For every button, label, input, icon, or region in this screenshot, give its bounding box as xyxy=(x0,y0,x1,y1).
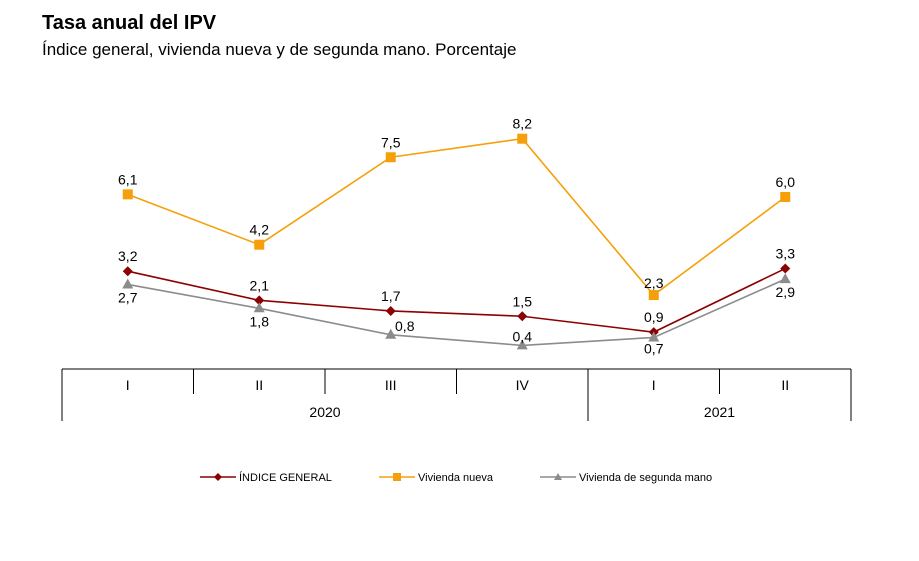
series-indice-general xyxy=(122,263,791,338)
data-label-vivienda-nueva: 4,2 xyxy=(250,222,270,238)
data-point-vivienda-de-segunda-mano xyxy=(516,339,528,350)
category-tick-label: IV xyxy=(516,377,530,393)
series-line-vivienda-de-segunda-mano xyxy=(127,278,786,347)
data-point-vivienda-de-segunda-mano xyxy=(385,328,397,339)
data-point-indice-general xyxy=(780,263,791,274)
chart-subtitle: Índice general, vivienda nueva y de segu… xyxy=(42,40,517,59)
series-vivienda-nueva xyxy=(122,133,791,301)
data-label-vivienda-nueva: 2,3 xyxy=(644,275,664,291)
series-vivienda-de-segunda-mano xyxy=(122,273,791,350)
data-point-indice-general xyxy=(517,311,528,322)
legend-marker xyxy=(214,473,222,481)
data-label-vivienda-de-segunda-mano: 0,8 xyxy=(395,318,415,334)
data-label-indice-general: 1,7 xyxy=(381,288,401,304)
group-label: 2020 xyxy=(309,404,340,420)
data-label-vivienda-nueva: 6,0 xyxy=(776,174,796,190)
category-tick-label: III xyxy=(385,377,397,393)
data-label-vivienda-de-segunda-mano: 2,7 xyxy=(118,289,138,305)
data-point-vivienda-nueva xyxy=(254,239,265,250)
category-tick-label: II xyxy=(255,377,263,393)
category-tick-label: I xyxy=(652,377,656,393)
legend-marker xyxy=(554,473,562,480)
data-point-vivienda-nueva xyxy=(517,133,528,144)
series-line-vivienda-nueva xyxy=(127,137,786,297)
data-point-vivienda-nueva xyxy=(385,152,396,163)
legend-item-vivienda-de-segunda-mano: Vivienda de segunda mano xyxy=(540,472,712,484)
legend-item-indice-general: ÍNDICE GENERAL xyxy=(200,471,332,484)
data-point-vivienda-de-segunda-mano xyxy=(779,273,791,284)
data-point-vivienda-nueva xyxy=(648,290,659,301)
data-label-indice-general: 3,2 xyxy=(118,248,138,264)
series-layer xyxy=(122,133,791,350)
series-line-indice-general xyxy=(127,267,786,333)
data-point-indice-general xyxy=(254,295,265,306)
data-label-vivienda-nueva: 8,2 xyxy=(513,116,533,132)
chart-title: Tasa anual del IPV xyxy=(42,12,217,34)
legend-label: ÍNDICE GENERAL xyxy=(239,471,332,484)
legend-marker xyxy=(393,473,401,481)
data-point-vivienda-de-segunda-mano xyxy=(122,278,134,289)
data-point-indice-general xyxy=(385,305,396,316)
data-labels: 3,2 2,1 1,7 1,5 0,9 3,3 6,1 4,2 7,5 8,2 2,3 6,0 2,7 1… xyxy=(118,116,795,357)
data-label-indice-general: 3,3 xyxy=(776,246,796,262)
group-label: 2021 xyxy=(704,404,735,420)
data-label-vivienda-de-segunda-mano: 0,7 xyxy=(644,340,664,356)
data-point-indice-general xyxy=(122,266,133,277)
legend-label: Vivienda de segunda mano xyxy=(579,472,712,484)
data-label-vivienda-nueva: 6,1 xyxy=(118,171,138,187)
data-point-vivienda-de-segunda-mano xyxy=(648,331,660,342)
legend-item-vivienda-nueva: Vivienda nueva xyxy=(379,472,494,484)
data-point-vivienda-nueva xyxy=(780,192,791,202)
legend: ÍNDICE GENERAL Vivienda nueva Vivienda de … xyxy=(200,471,712,484)
data-label-indice-general: 2,1 xyxy=(250,277,270,293)
data-label-vivienda-de-segunda-mano: 1,8 xyxy=(250,313,270,329)
data-label-vivienda-nueva: 7,5 xyxy=(381,134,401,150)
category-tick-label: II xyxy=(781,377,789,393)
data-label-vivienda-de-segunda-mano: 2,9 xyxy=(776,284,796,300)
data-label-vivienda-de-segunda-mano: 0,4 xyxy=(513,328,533,344)
data-label-indice-general: 1,5 xyxy=(513,293,533,309)
category-tick-label: I xyxy=(126,377,130,393)
data-point-vivienda-de-segunda-mano xyxy=(253,302,265,313)
data-label-indice-general: 0,9 xyxy=(644,309,664,325)
legend-label: Vivienda nueva xyxy=(418,472,494,484)
data-point-vivienda-nueva xyxy=(122,189,133,200)
